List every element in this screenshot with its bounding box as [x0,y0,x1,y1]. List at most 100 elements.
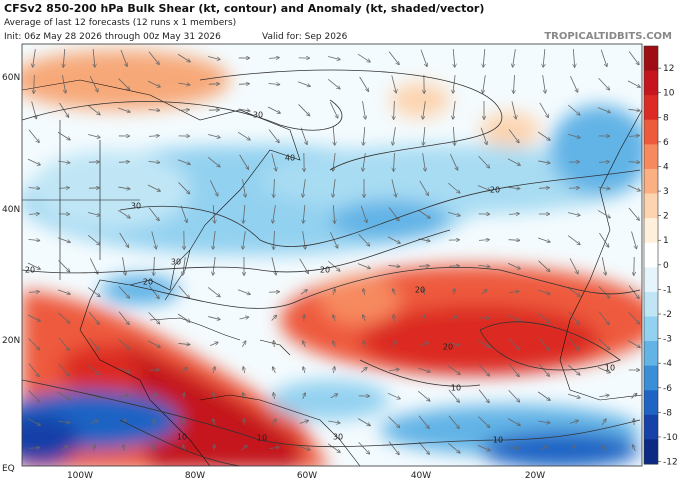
vector-arrow [601,419,606,425]
vector-arrow [27,418,40,425]
map-frame [21,43,643,467]
vector-arrow [479,240,489,241]
vector-arrow [29,292,39,293]
colorbar-swatch [644,46,658,72]
vector-arrow [28,390,40,401]
vector-arrow [418,390,429,401]
vector-arrow [58,161,69,163]
vector-arrow [178,182,190,193]
colorbar-label: 12 [663,64,674,74]
vector-arrow [357,263,370,269]
vector-arrow [388,441,399,455]
lat-label: 40N [2,205,20,215]
vector-arrow [508,240,520,241]
vector-arrow [357,418,370,426]
vector-arrow [271,315,277,321]
source: TROPICALTIDBITS.COM [544,31,672,42]
vector-arrow [603,445,604,452]
contour-label: 10 [177,433,187,442]
vector-arrow [538,188,549,189]
vector-arrow [573,445,575,452]
vector-arrow [538,260,549,272]
vector-arrow [394,100,395,119]
vector-arrow [508,129,519,142]
colorbar-label: -1 [663,285,672,295]
vector-arrow [148,162,160,163]
vector-arrow [213,419,215,426]
contour-label: 20 [490,186,500,195]
vector-arrow [89,258,97,273]
vector-arrow [423,101,426,119]
vector-arrow [27,314,40,321]
vector-arrow [598,338,609,350]
vector-arrow [148,312,160,323]
colorbar-swatch [644,267,658,293]
vector-arrow [333,205,334,223]
vector-arrow [627,80,640,87]
vector-arrow [599,395,608,397]
vector-arrow [120,49,127,66]
vector-arrow [178,110,189,111]
colorbar-frame [643,45,659,465]
contour-label: 20 [443,343,453,352]
vector-arrow [177,159,190,164]
colorbar-label: 6 [663,138,669,148]
vector-arrow [538,312,549,323]
vector-arrow [329,102,337,117]
vector-arrow [27,262,40,269]
vector-arrow [153,445,156,452]
colorbar-swatch [644,242,658,268]
vector-arrow [238,109,249,111]
vector-arrow [59,102,69,117]
vector-arrow [330,394,338,399]
vector-arrow [540,446,548,451]
vector-arrow [448,343,459,345]
valid: Valid for: Sep 2026 [262,32,348,42]
vector-arrow [363,289,364,296]
colorbar-label: -2 [663,310,672,320]
vector-arrow [418,415,429,429]
contour-label: 20 [415,286,425,295]
contour-label: 30 [171,258,181,267]
vector-arrow [417,209,430,218]
vector-arrow [118,285,130,298]
vector-arrow [537,131,550,140]
map-field: 30 40 30 30 20 20 20 20 20 20 10 10 10 10 10 30 [22,44,642,466]
vector-arrow [480,127,487,145]
vector-arrow [478,156,490,167]
vector-arrow [573,49,574,67]
vector-arrow [453,75,456,93]
vector-arrow [363,315,366,322]
vector-arrow [483,75,486,93]
colorbar-label: 2 [663,212,669,222]
vectors [27,49,640,455]
vector-arrow [448,182,459,193]
vector-arrow [568,133,580,137]
colorbar-swatch [644,316,658,342]
vector-arrow [628,51,639,64]
vector-arrow [274,178,275,197]
vector-arrow [148,285,159,299]
vector-arrow [209,180,217,195]
vector-arrow [27,158,40,165]
vector-arrow [568,337,579,351]
vector-arrow [298,104,310,115]
vector-arrow [123,445,124,452]
vector-arrow [391,179,396,196]
vector-arrow [328,56,340,59]
vector-arrow [423,127,425,145]
vector-arrow [300,290,307,295]
vector-arrow [213,445,214,452]
vector-arrow [508,363,519,377]
vector-arrow [87,365,100,374]
vector-arrow [213,257,216,275]
vector-arrow [597,107,610,113]
vector-arrow [538,363,549,376]
vector-arrow [118,162,129,163]
vector-arrow [58,337,69,351]
vector-arrow [297,81,310,86]
vector-arrow [151,393,157,399]
colorbar-swatch [644,414,658,440]
vector-arrow [178,83,189,85]
